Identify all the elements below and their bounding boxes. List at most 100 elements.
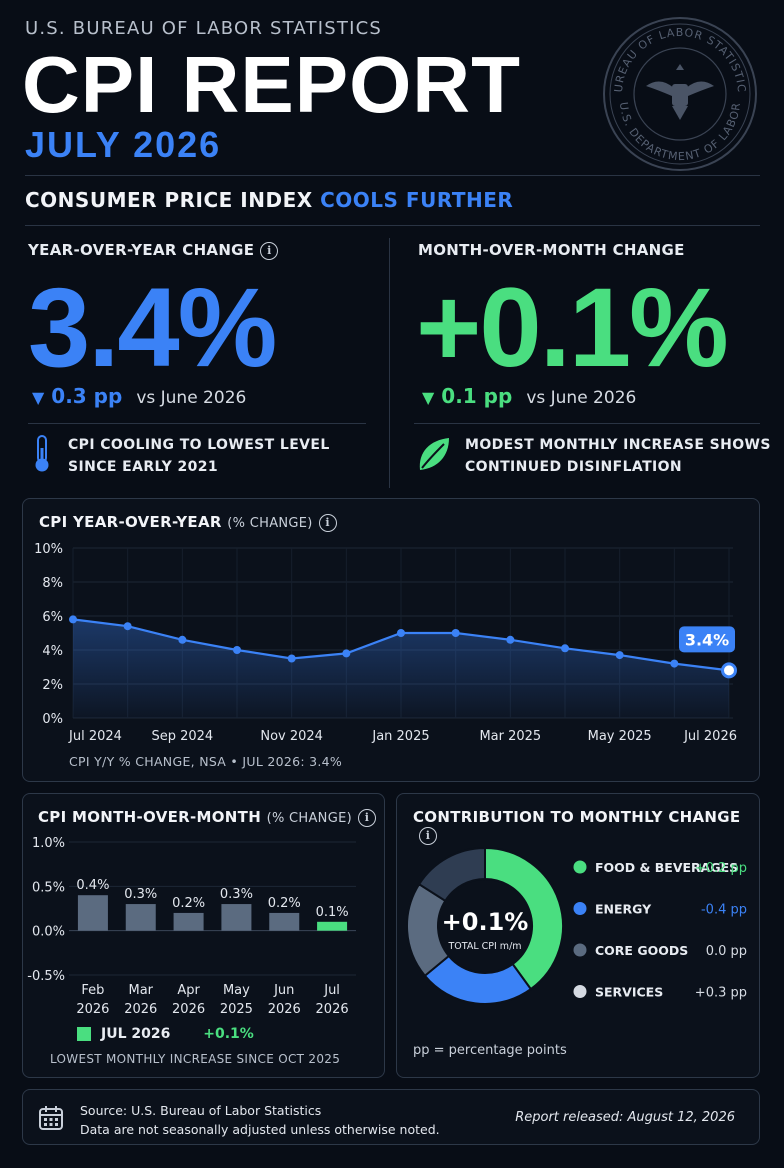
contribution-title-text: CONTRIBUTION TO MONTHLY CHANGE xyxy=(413,808,741,826)
kpi-divider xyxy=(389,238,390,488)
y-tick-label: 0.0% xyxy=(32,925,65,940)
x-tick-month: May xyxy=(223,983,250,998)
contribution-footnote: pp = percentage points xyxy=(413,1043,567,1058)
bar xyxy=(77,895,108,931)
mom-label: MONTH-OVER-MONTH CHANGE xyxy=(418,241,685,259)
x-tick-label: Jul 2024 xyxy=(68,729,122,744)
mom-note: MODEST MONTHLY INCREASE SHOWS CONTINUED … xyxy=(465,434,771,478)
mom-legend: JUL 2026 +0.1% xyxy=(77,1026,254,1042)
headline: CONSUMER PRICE INDEX COOLS FURTHER xyxy=(25,188,513,212)
legend-label: ENERGY xyxy=(595,902,652,917)
down-arrow-icon: ▼ xyxy=(422,388,435,407)
contribution-title: CONTRIBUTION TO MONTHLY CHANGEi xyxy=(413,808,759,845)
y-tick-label: 10% xyxy=(34,542,63,557)
x-tick-label: Jul 2026 xyxy=(683,729,737,744)
x-tick-year: 2026 xyxy=(172,1002,205,1017)
leaf-icon xyxy=(419,438,449,470)
x-tick-month: Apr xyxy=(177,983,200,998)
yoy-delta: ▼ 0.3 pp vs June 2026 xyxy=(32,384,246,408)
bar xyxy=(125,904,156,931)
x-tick-month: Feb xyxy=(81,983,104,998)
donut-center-label: TOTAL CPI m/m xyxy=(447,941,521,952)
data-point xyxy=(615,651,624,660)
contribution-donut-chart: +0.1% TOTAL CPI m/m FOOD & BEVERAGES+0.2 p… xyxy=(406,846,747,1005)
footer-source-block: Source: U.S. Bureau of Labor Statistics … xyxy=(80,1101,440,1139)
callout-badge xyxy=(679,626,735,653)
info-icon[interactable]: i xyxy=(357,808,376,827)
x-tick-year: 2025 xyxy=(220,1002,253,1017)
x-tick-month: Mar xyxy=(128,983,153,998)
x-tick-label: Mar 2025 xyxy=(479,729,541,744)
bar xyxy=(269,912,300,931)
x-tick-label: Sep 2024 xyxy=(151,729,213,744)
data-point xyxy=(233,646,241,654)
footer-release-date: Report released: August 12, 2026 xyxy=(515,1110,735,1125)
footer-note: Data are not seasonally adjusted unless … xyxy=(80,1122,440,1137)
down-arrow-icon: ▼ xyxy=(32,388,45,407)
info-icon[interactable]: i xyxy=(260,241,279,260)
bar-value-label: 0.3% xyxy=(124,887,157,902)
data-point xyxy=(123,622,132,631)
x-tick-label: Nov 2024 xyxy=(260,729,323,744)
legend-value: -0.4 pp xyxy=(701,903,747,918)
mom-chart-subtitle: (% CHANGE) xyxy=(266,811,352,826)
mom-delta-value: 0.1 pp xyxy=(441,384,513,408)
info-icon[interactable]: i xyxy=(318,513,337,532)
y-tick-label: 6% xyxy=(42,610,63,625)
bar-value-label: 0.4% xyxy=(76,878,109,893)
legend-dot xyxy=(573,985,587,998)
mom-chart-title-text: CPI MONTH-OVER-MONTH xyxy=(38,808,262,826)
mom-chart-title: CPI MONTH-OVER-MONTH (% CHANGE) i xyxy=(38,808,376,827)
donut-center-value: +0.1% xyxy=(442,908,529,936)
bar-value-label: 0.3% xyxy=(220,887,253,902)
headline-divider xyxy=(25,225,760,226)
yoy-label-text: YEAR-OVER-YEAR CHANGE xyxy=(28,241,255,259)
x-tick-month: Jul xyxy=(323,983,340,998)
yoy-chart-subtitle: (% CHANGE) xyxy=(227,516,313,531)
legend-label: SERVICES xyxy=(595,985,663,1000)
contribution-panel: CONTRIBUTION TO MONTHLY CHANGEi +0.1% TOT… xyxy=(396,793,760,1078)
mom-legend-value: +0.1% xyxy=(203,1026,254,1042)
yoy-note: CPI COOLING TO LOWEST LEVEL SINCE EARLY … xyxy=(68,434,330,478)
x-tick-label: May 2025 xyxy=(588,729,652,744)
data-point xyxy=(506,635,515,644)
data-point xyxy=(670,659,679,668)
last-data-point xyxy=(721,662,737,679)
data-point xyxy=(397,629,405,637)
agency-label: U.S. BUREAU OF LABOR STATISTICS xyxy=(25,18,382,39)
eagle-icon xyxy=(646,64,714,120)
donut-slice xyxy=(484,846,564,991)
bar-value-label: 0.1% xyxy=(316,905,349,920)
legend-value: +0.2 pp xyxy=(695,861,747,876)
y-tick-label: 0.5% xyxy=(32,880,65,895)
mom-chart-footnote: LOWEST MONTHLY INCREASE SINCE OCT 2025 xyxy=(50,1052,341,1066)
x-tick-year: 2026 xyxy=(268,1002,301,1017)
info-icon[interactable]: i xyxy=(419,826,437,845)
headline-accent: COOLS FURTHER xyxy=(320,188,514,212)
y-tick-label: 2% xyxy=(42,678,63,693)
y-tick-label: 8% xyxy=(42,576,63,591)
yoy-chart-footnote: CPI Y/Y % CHANGE, NSA • JUL 2026: 3.4% xyxy=(69,754,343,769)
yoy-value: 3.4% xyxy=(28,265,277,390)
y-tick-label: 4% xyxy=(42,644,63,659)
yoy-chart-title: CPI YEAR-OVER-YEAR (% CHANGE) i xyxy=(39,513,337,532)
footer-source: Source: U.S. Bureau of Labor Statistics xyxy=(80,1103,322,1118)
mom-legend-label: JUL 2026 xyxy=(101,1026,171,1042)
thermometer-icon xyxy=(35,435,49,472)
mom-note-line2: CONTINUED DISINFLATION xyxy=(465,459,683,475)
data-point xyxy=(178,635,187,644)
report-period: JULY 2026 xyxy=(25,124,222,165)
footer-bar: Source: U.S. Bureau of Labor Statistics … xyxy=(22,1089,760,1145)
y-tick-label: 0% xyxy=(42,712,63,727)
bls-seal: BUREAU OF LABOR STATISTICS U.S. DEPARTME… xyxy=(600,14,757,171)
y-tick-label: -0.5% xyxy=(27,969,65,984)
yoy-delta-vs: vs June 2026 xyxy=(136,388,247,408)
legend-value: 0.0 pp xyxy=(706,944,747,959)
legend-value: +0.3 pp xyxy=(695,986,747,1001)
header-divider xyxy=(25,175,760,176)
x-tick-year: 2026 xyxy=(124,1002,157,1017)
headline-lead: CONSUMER PRICE INDEX xyxy=(25,188,321,212)
mom-value: +0.1% xyxy=(416,265,729,390)
mom-separator xyxy=(414,423,760,424)
data-point xyxy=(342,649,351,658)
